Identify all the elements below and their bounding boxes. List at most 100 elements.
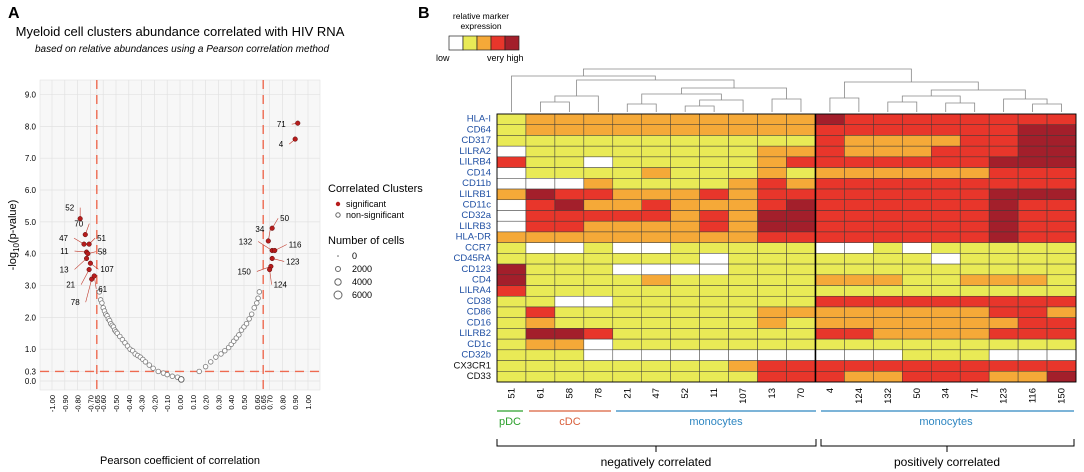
heatmap-cell	[699, 210, 729, 222]
nonsig-point	[169, 373, 176, 379]
heatmap-cell	[699, 135, 729, 147]
heatmap-cell	[699, 178, 729, 190]
heatmap-cell	[844, 113, 874, 125]
nonsig-point	[243, 321, 250, 327]
heatmap-cell	[757, 199, 787, 211]
nonsig-point	[213, 354, 219, 360]
heatmap-cell	[902, 188, 932, 201]
heatmap-cell	[728, 145, 758, 158]
heatmap-cell	[699, 156, 729, 168]
heatmap-cell	[496, 145, 527, 158]
heatmap-cell	[815, 349, 845, 361]
y-tick-label: 3.0	[25, 282, 37, 291]
heatmap-cell	[554, 156, 585, 168]
heatmap-cell	[525, 371, 556, 383]
heatmap-cell	[670, 231, 700, 243]
column-label: 78	[593, 388, 604, 399]
heatmap-cell	[641, 360, 671, 372]
heatmap-cell	[786, 156, 816, 168]
x-tick-label: -0.65	[93, 395, 102, 412]
heatmap-cell	[612, 285, 642, 297]
heatmap-cell	[583, 188, 614, 201]
heatmap-cell	[757, 274, 787, 286]
heatmap-cell	[757, 135, 787, 147]
heatmap-cell	[612, 167, 642, 179]
legend-size-title: Number of cells	[328, 235, 405, 247]
heatmap-cell	[873, 199, 903, 211]
heatmap-cell	[931, 274, 961, 286]
nonsig-point	[142, 359, 149, 365]
heatmap-cell	[728, 220, 758, 233]
heatmap-cell	[728, 199, 758, 211]
heatmap-cell	[583, 242, 614, 254]
dendrogram-link	[829, 97, 860, 112]
heatmap-cell	[612, 295, 642, 308]
x-tick-label: -0.30	[138, 395, 147, 412]
heatmap-cell	[583, 210, 614, 222]
heatmap-cell	[641, 188, 671, 201]
point-label: 4	[279, 140, 284, 149]
heatmap-cell	[496, 135, 527, 147]
heatmap-cell	[988, 135, 1019, 147]
heatmap-cell	[670, 220, 700, 233]
significant-point	[295, 120, 301, 126]
heatmap-cell	[525, 317, 556, 329]
heatmap-cell	[496, 231, 527, 243]
heatmap-cell	[1017, 178, 1048, 190]
heatmap-cell	[931, 295, 961, 308]
heatmap-cell	[815, 360, 845, 372]
heatmap-cell	[844, 220, 874, 233]
panel-a-title: Myeloid cell clusters abundance correlat…	[16, 24, 345, 39]
significant-point	[86, 241, 92, 247]
y-tick-label: 0.0	[25, 377, 37, 386]
heatmap-cell	[1017, 274, 1048, 286]
heatmap-cell	[670, 156, 700, 168]
significant-point	[269, 225, 275, 231]
x-tick-label: -0.60	[99, 395, 108, 412]
heatmap-cell	[670, 328, 700, 340]
heatmap-cell	[670, 360, 700, 372]
heatmap-cell	[873, 306, 903, 318]
heatmap-cell	[873, 124, 903, 136]
heatmap-cell	[699, 242, 729, 254]
heatmap-cell	[1017, 295, 1048, 308]
heatmap-cell	[873, 253, 903, 265]
heatmap-cell	[728, 178, 758, 190]
heatmap-cell	[815, 253, 845, 265]
heatmap-cell	[815, 231, 845, 243]
legend-nonsig-swatch	[335, 212, 341, 218]
heatmap-cell	[931, 135, 961, 147]
heatmap-cell	[815, 371, 845, 383]
point-label: 150	[238, 267, 252, 276]
heatmap-cell	[815, 124, 845, 136]
heatmap-cell	[988, 113, 1019, 125]
heatmap-cell	[612, 145, 642, 158]
heatmap-cell	[844, 178, 874, 190]
heatmap-cell	[902, 178, 932, 190]
heatmap-cell	[757, 156, 787, 168]
nonsig-point	[164, 371, 170, 378]
heatmap-cell	[1046, 178, 1077, 190]
heatmap-cell	[873, 274, 903, 286]
scale-swatch	[448, 35, 464, 51]
heatmap-cell	[844, 124, 874, 136]
heatmap-cell	[1017, 156, 1048, 168]
heatmap-cell	[612, 317, 642, 329]
legend-significant-swatch	[335, 201, 341, 207]
heatmap-cell	[873, 145, 903, 158]
heatmap-cell	[641, 349, 671, 361]
heatmap-cell	[988, 156, 1019, 168]
heatmap-cell	[1017, 220, 1048, 233]
heatmap-cell	[815, 145, 845, 158]
heatmap-cell	[699, 306, 729, 318]
heatmap-cell	[525, 338, 556, 351]
heatmap-cell	[641, 306, 671, 318]
heatmap-cell	[1046, 349, 1077, 361]
heatmap-cell	[554, 242, 585, 254]
point-label: 61	[98, 285, 107, 294]
heatmap-cell	[931, 210, 961, 222]
heatmap-cell	[699, 349, 729, 361]
heatmap-cell	[670, 253, 700, 265]
row-label: CD11b	[462, 178, 491, 189]
heatmap-cell	[1046, 306, 1077, 318]
